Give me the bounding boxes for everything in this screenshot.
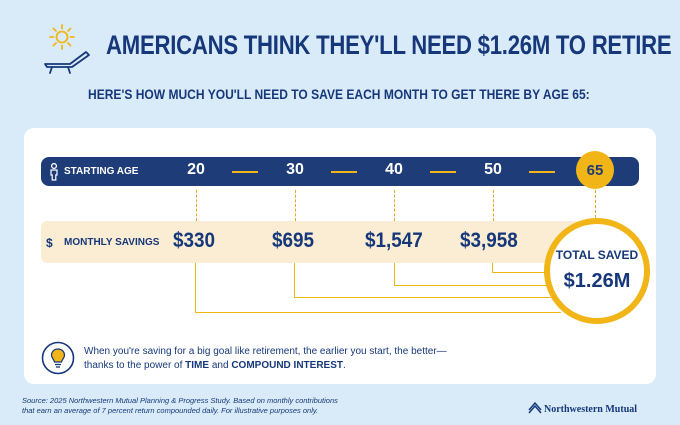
- brand-wordmark: Northwestern Mutual: [544, 404, 638, 415]
- total-saved-circle: TOTAL SAVED $1.26M: [544, 218, 650, 324]
- age-separator: [529, 171, 555, 173]
- savings-amount-40: $1,547: [365, 229, 423, 252]
- elbow-connector: [195, 263, 561, 313]
- starting-age-label: STARTING AGE: [64, 166, 139, 177]
- elbow-connector: [394, 263, 549, 286]
- brand-logo-icon: [528, 401, 542, 414]
- age-40: 40: [385, 161, 403, 178]
- tip-text: When you're saving for a big goal like r…: [84, 345, 447, 373]
- dashed-connector: [595, 190, 596, 218]
- total-saved-value: $1.26M: [563, 270, 631, 292]
- person-icon: [50, 163, 58, 181]
- tip-term-time: TIME: [185, 360, 210, 371]
- tip-line-2: thanks to the power of TIME and COMPOUND…: [84, 360, 346, 371]
- lightbulb-icon: [41, 341, 75, 375]
- elbow-connector: [294, 263, 551, 298]
- source-note: Source: 2025 Northwestern Mutual Plannin…: [22, 396, 338, 415]
- monthly-savings-label: MONTHLY SAVINGS: [64, 237, 160, 248]
- age-50: 50: [484, 161, 502, 178]
- headline: AMERICANS THINK THEY'LL NEED $1.26M TO R…: [106, 30, 672, 60]
- lounge-chair-icon: [44, 51, 90, 74]
- monthly-savings-bar: [41, 221, 601, 263]
- age-20: 20: [187, 161, 205, 178]
- age-separator: [232, 171, 258, 173]
- dollar-icon: $: [46, 236, 53, 250]
- dashed-connector: [295, 190, 296, 221]
- age-30: 30: [286, 161, 304, 178]
- dashed-connector: [394, 190, 395, 221]
- age-separator: [331, 171, 357, 173]
- savings-amount-30: $695: [272, 229, 315, 252]
- tip-line-1: When you're saving for a big goal like r…: [84, 346, 447, 357]
- target-age-badge: 65: [576, 151, 614, 189]
- savings-amount-20: $330: [173, 229, 216, 252]
- sun-icon: [49, 24, 75, 50]
- dashed-connector: [196, 190, 197, 221]
- savings-amount-50: $3,958: [460, 229, 518, 252]
- elbow-connector: [492, 263, 553, 273]
- dashed-connector: [493, 190, 494, 221]
- age-separator: [430, 171, 456, 173]
- tip-term-compound-interest: COMPOUND INTEREST: [231, 360, 343, 371]
- subheadline: HERE'S HOW MUCH YOU'LL NEED TO SAVE EACH…: [88, 86, 590, 102]
- total-saved-label: TOTAL SAVED: [555, 248, 639, 262]
